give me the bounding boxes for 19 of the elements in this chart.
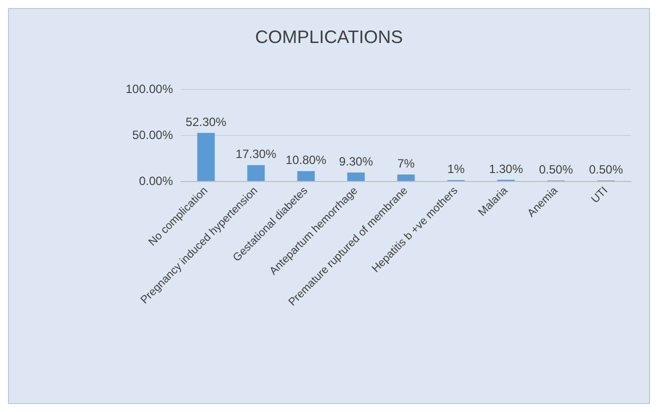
data-label: 52.30% [186, 114, 227, 129]
bar [297, 171, 315, 181]
bar [347, 172, 365, 181]
y-tick-label: 100.00% [126, 82, 174, 96]
bar [197, 132, 215, 181]
data-label: 1% [447, 162, 465, 176]
bar [397, 174, 415, 181]
y-tick-label: 0.00% [138, 174, 174, 188]
data-label: 9.30% [338, 154, 374, 168]
y-tick-label: 50.00% [132, 128, 174, 142]
data-label: 7% [397, 156, 415, 171]
bar [247, 165, 265, 181]
data-label: 0.50% [538, 162, 574, 177]
data-label: 0.50% [588, 162, 624, 177]
chart-title: COMPLICATIONS [255, 27, 403, 47]
data-label: 10.80% [286, 153, 327, 168]
x-tick-label: UTI [589, 184, 610, 206]
data-label: 1.30% [488, 162, 524, 176]
data-label: 17.30% [236, 147, 277, 162]
